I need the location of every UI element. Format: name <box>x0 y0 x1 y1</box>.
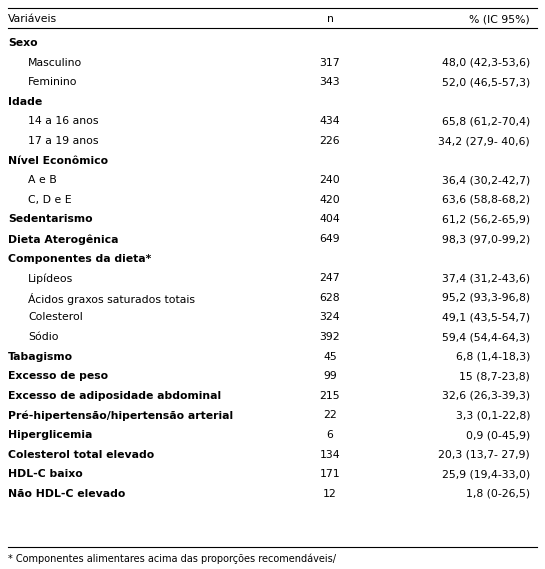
Text: 420: 420 <box>319 195 341 205</box>
Text: 45: 45 <box>323 352 337 362</box>
Text: Hiperglicemia: Hiperglicemia <box>8 430 92 440</box>
Text: 6: 6 <box>326 430 334 440</box>
Text: 22: 22 <box>323 410 337 420</box>
Text: 61,2 (56,2-65,9): 61,2 (56,2-65,9) <box>442 215 530 224</box>
Text: Tabagismo: Tabagismo <box>8 352 73 362</box>
Text: 171: 171 <box>320 469 340 479</box>
Text: C, D e E: C, D e E <box>28 195 71 205</box>
Text: 14 a 16 anos: 14 a 16 anos <box>28 117 99 126</box>
Text: 25,9 (19,4-33,0): 25,9 (19,4-33,0) <box>442 469 530 479</box>
Text: Lipídeos: Lipídeos <box>28 273 73 284</box>
Text: 32,6 (26,3-39,3): 32,6 (26,3-39,3) <box>442 391 530 401</box>
Text: Nível Econômico: Nível Econômico <box>8 155 108 166</box>
Text: 434: 434 <box>320 117 340 126</box>
Text: 59,4 (54,4-64,3): 59,4 (54,4-64,3) <box>442 332 530 342</box>
Text: Não HDL-C elevado: Não HDL-C elevado <box>8 489 125 499</box>
Text: Colesterol: Colesterol <box>28 312 83 323</box>
Text: HDL-C baixo: HDL-C baixo <box>8 469 83 479</box>
Text: 3,3 (0,1-22,8): 3,3 (0,1-22,8) <box>456 410 530 420</box>
Text: A e B: A e B <box>28 175 57 185</box>
Text: Dieta Aterogênica: Dieta Aterogênica <box>8 234 118 245</box>
Text: 226: 226 <box>320 136 340 146</box>
Text: 36,4 (30,2-42,7): 36,4 (30,2-42,7) <box>442 175 530 185</box>
Text: Variáveis: Variáveis <box>8 14 57 24</box>
Text: Feminino: Feminino <box>28 77 77 87</box>
Text: 52,0 (46,5-57,3): 52,0 (46,5-57,3) <box>442 77 530 87</box>
Text: Masculino: Masculino <box>28 57 82 68</box>
Text: 98,3 (97,0-99,2): 98,3 (97,0-99,2) <box>442 234 530 244</box>
Text: * Componentes alimentares acima das proporções recomendáveis/: * Componentes alimentares acima das prop… <box>8 554 336 564</box>
Text: Excesso de adiposidade abdominal: Excesso de adiposidade abdominal <box>8 391 221 401</box>
Text: Colesterol total elevado: Colesterol total elevado <box>8 450 154 460</box>
Text: % (IC 95%): % (IC 95%) <box>469 14 530 24</box>
Text: 240: 240 <box>319 175 341 185</box>
Text: 628: 628 <box>320 293 340 303</box>
Text: 6,8 (1,4-18,3): 6,8 (1,4-18,3) <box>456 352 530 362</box>
Text: 12: 12 <box>323 489 337 499</box>
Text: 649: 649 <box>320 234 340 244</box>
Text: 65,8 (61,2-70,4): 65,8 (61,2-70,4) <box>442 117 530 126</box>
Text: Excesso de peso: Excesso de peso <box>8 371 108 381</box>
Text: 37,4 (31,2-43,6): 37,4 (31,2-43,6) <box>442 273 530 283</box>
Text: 34,2 (27,9- 40,6): 34,2 (27,9- 40,6) <box>438 136 530 146</box>
Text: Sexo: Sexo <box>8 38 38 48</box>
Text: Idade: Idade <box>8 97 43 107</box>
Text: Componentes da dieta*: Componentes da dieta* <box>8 254 152 263</box>
Text: 99: 99 <box>323 371 337 381</box>
Text: 0,9 (0-45,9): 0,9 (0-45,9) <box>466 430 530 440</box>
Text: 247: 247 <box>320 273 340 283</box>
Text: 343: 343 <box>320 77 340 87</box>
Text: 17 a 19 anos: 17 a 19 anos <box>28 136 99 146</box>
Text: 215: 215 <box>320 391 340 401</box>
Text: 63,6 (58,8-68,2): 63,6 (58,8-68,2) <box>442 195 530 205</box>
Text: 392: 392 <box>320 332 340 342</box>
Text: 134: 134 <box>320 450 340 460</box>
Text: 404: 404 <box>319 215 341 224</box>
Text: 49,1 (43,5-54,7): 49,1 (43,5-54,7) <box>442 312 530 323</box>
Text: 317: 317 <box>320 57 340 68</box>
Text: n: n <box>326 14 334 24</box>
Text: Sedentarismo: Sedentarismo <box>8 215 93 224</box>
Text: 1,8 (0-26,5): 1,8 (0-26,5) <box>466 489 530 499</box>
Text: 324: 324 <box>320 312 340 323</box>
Text: Pré-hipertensão/hipertensão arterial: Pré-hipertensão/hipertensão arterial <box>8 410 233 421</box>
Text: 48,0 (42,3-53,6): 48,0 (42,3-53,6) <box>442 57 530 68</box>
Text: 15 (8,7-23,8): 15 (8,7-23,8) <box>459 371 530 381</box>
Text: 20,3 (13,7- 27,9): 20,3 (13,7- 27,9) <box>438 450 530 460</box>
Text: Sódio: Sódio <box>28 332 58 342</box>
Text: 95,2 (93,3-96,8): 95,2 (93,3-96,8) <box>442 293 530 303</box>
Text: Ácidos graxos saturados totais: Ácidos graxos saturados totais <box>28 293 195 305</box>
